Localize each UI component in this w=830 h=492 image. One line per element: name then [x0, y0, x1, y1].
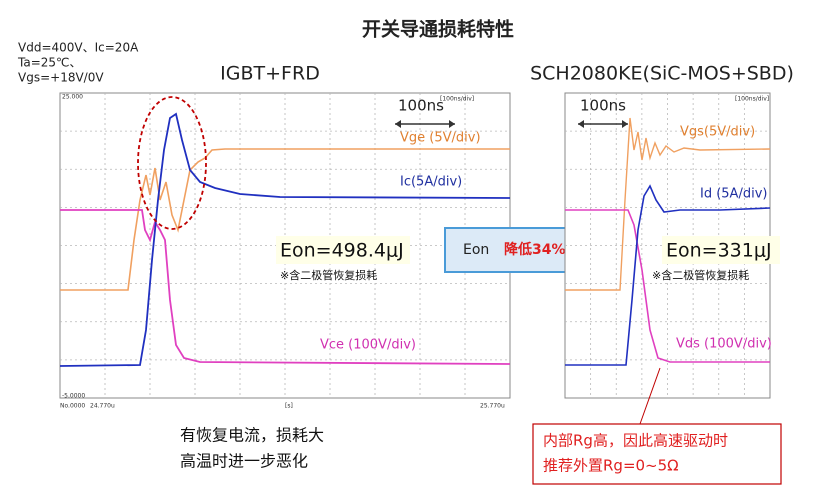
- comparison-reduction: 降低34%: [504, 241, 566, 258]
- comment: 有恢复电流，损耗大: [180, 426, 324, 445]
- scope-label: [s]: [285, 403, 293, 410]
- voltage-label: Vds (100V/div): [676, 337, 772, 352]
- current-label: Ic(5A/div): [400, 175, 462, 190]
- scope-label: 24.770u: [90, 403, 115, 410]
- arrow-heads: [395, 120, 455, 128]
- gate-trace: [565, 117, 771, 291]
- voltage-trace: [60, 209, 511, 365]
- eon-box: [276, 236, 410, 264]
- panel-title: SCH2080KE(SiC-MOS+SBD): [530, 63, 794, 85]
- note: ※含二极管恢复损耗: [280, 268, 377, 282]
- scope-label: 25.000: [62, 94, 83, 101]
- current-trace: [565, 184, 771, 366]
- condition: Vgs=+18V/0V: [18, 71, 104, 85]
- current-label: Id (5A/div): [700, 187, 767, 202]
- callout-line: [639, 367, 661, 425]
- comment: 高温时进一步恶化: [180, 452, 308, 471]
- eon: Eon=331μJ: [666, 240, 772, 262]
- highlight-ellipse: [137, 96, 207, 230]
- gate-label: Vge (5V/div): [400, 131, 481, 146]
- comment: 推荐外置Rg=0~5Ω: [543, 457, 679, 475]
- callout-box: [532, 423, 782, 485]
- scope-right: 100ns [100ns/div] Vgs(5V/div) Id (5A/div…: [564, 92, 780, 399]
- scope-label: -5.0000: [62, 393, 85, 400]
- panel-title: IGBT+FRD: [220, 63, 320, 85]
- arrow-heads: [578, 120, 628, 128]
- voltage-trace: [565, 209, 770, 363]
- eon-box: [662, 236, 780, 264]
- title: 开关导通损耗特性: [362, 18, 514, 41]
- scope-label: [100ns/div]: [440, 96, 474, 103]
- timescale: 100ns: [580, 97, 626, 115]
- eon: Eon=498.4μJ: [280, 240, 404, 262]
- scope-label: [100ns/div]: [735, 96, 769, 103]
- current-trace: [59, 112, 511, 367]
- scope-left: 100ns 25.000 -5.0000 No.0000 24.770u [s]…: [59, 92, 511, 410]
- timescale: 100ns: [398, 97, 444, 115]
- condition: Vdd=400V、Ic=20A: [18, 41, 139, 55]
- gate-label: Vgs(5V/div): [680, 125, 755, 140]
- scope-label: No.0000: [60, 403, 85, 410]
- voltage-label: Vce (100V/div): [320, 338, 416, 353]
- condition: Ta=25℃、: [17, 56, 82, 70]
- note: ※含二极管恢复损耗: [652, 268, 749, 282]
- scope-label: 25.770u: [480, 403, 505, 410]
- comparison-prefix: Eon: [463, 242, 489, 258]
- comment: 内部Rg高，因此高速驱动时: [543, 432, 728, 450]
